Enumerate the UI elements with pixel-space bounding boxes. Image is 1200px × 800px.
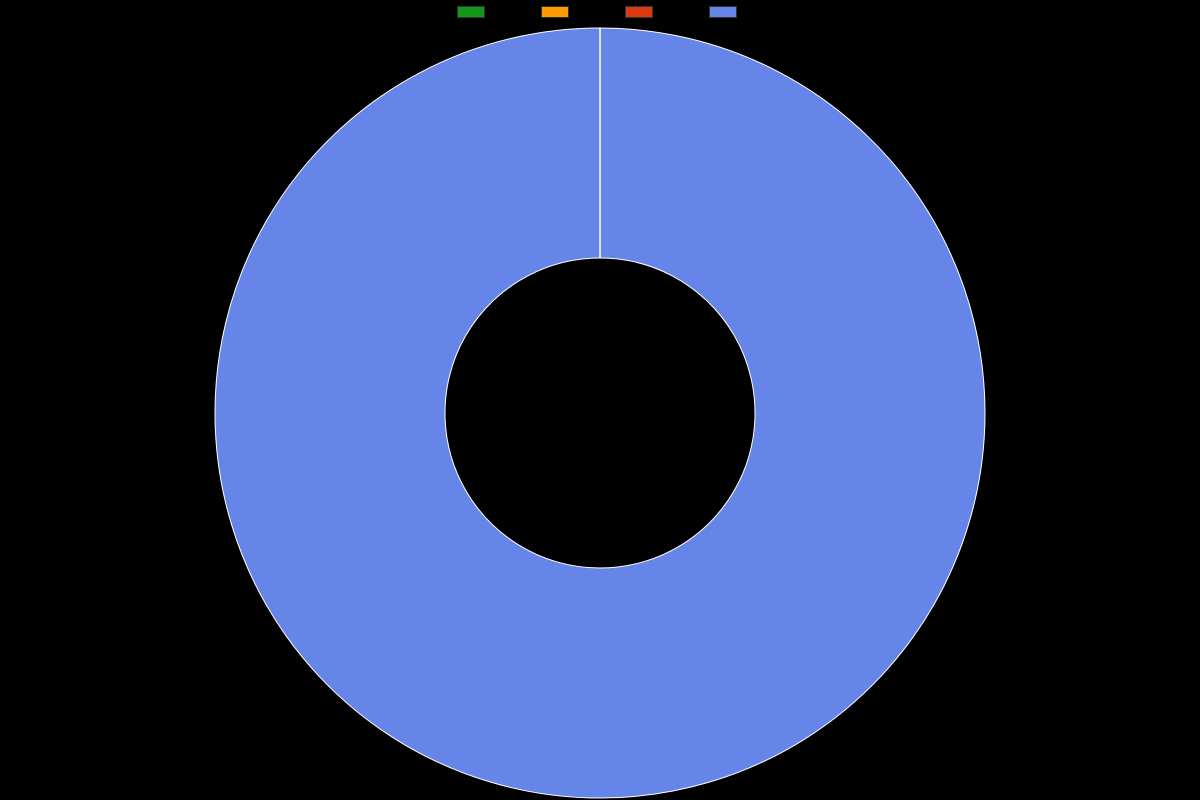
legend-swatch-2 [625,6,653,18]
legend-swatch-3 [709,6,737,18]
legend-swatch-1 [541,6,569,18]
legend-item-1 [541,6,575,18]
legend-item-3 [709,6,743,18]
donut-svg [213,26,987,800]
legend-item-0 [457,6,491,18]
chart-legend [0,6,1200,18]
donut-chart [0,26,1200,800]
legend-item-2 [625,6,659,18]
legend-swatch-0 [457,6,485,18]
